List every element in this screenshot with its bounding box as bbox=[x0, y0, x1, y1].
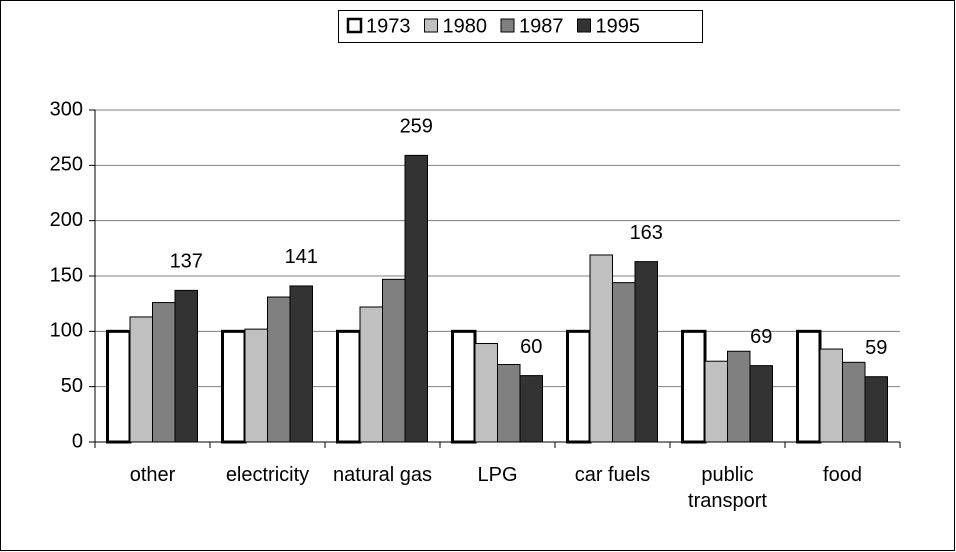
bar bbox=[519, 375, 543, 443]
value-label: 141 bbox=[285, 246, 318, 268]
bar bbox=[152, 302, 176, 443]
bar bbox=[727, 350, 751, 443]
x-tick-label: electricity bbox=[225, 464, 310, 486]
x-tick-label: food bbox=[823, 464, 862, 486]
bar bbox=[842, 361, 866, 443]
y-tick-label: 100 bbox=[50, 320, 83, 342]
legend-box bbox=[338, 10, 703, 43]
bar bbox=[174, 289, 198, 443]
value-label: 137 bbox=[170, 251, 203, 273]
bar bbox=[451, 329, 477, 444]
bar bbox=[289, 285, 313, 443]
bar bbox=[382, 278, 406, 443]
y-tick-label: 0 bbox=[72, 430, 83, 452]
bar bbox=[681, 329, 707, 444]
bar bbox=[704, 360, 728, 443]
bar bbox=[612, 282, 636, 443]
bar bbox=[589, 254, 613, 443]
legend-label: 1980 bbox=[443, 15, 488, 37]
y-tick-label: 300 bbox=[50, 98, 83, 120]
bar bbox=[106, 329, 132, 444]
bar bbox=[796, 329, 822, 444]
value-label: 163 bbox=[630, 222, 663, 244]
x-tick-label: other bbox=[129, 464, 176, 486]
bar bbox=[864, 376, 888, 443]
x-tick-label: public transport bbox=[688, 464, 767, 512]
bar bbox=[474, 343, 498, 443]
legend-swatch bbox=[577, 18, 591, 33]
bar bbox=[267, 296, 291, 443]
bar bbox=[404, 154, 428, 443]
value-label: 60 bbox=[520, 336, 542, 358]
y-tick-label: 200 bbox=[50, 209, 83, 231]
bar bbox=[129, 316, 153, 443]
legend-label: 1995 bbox=[596, 15, 641, 37]
bar bbox=[497, 364, 521, 443]
bar bbox=[749, 365, 773, 443]
y-tick-label: 50 bbox=[61, 375, 83, 397]
y-tick-label: 250 bbox=[50, 154, 83, 176]
bar bbox=[819, 348, 843, 443]
bar bbox=[634, 261, 658, 443]
bar bbox=[566, 329, 592, 444]
bar bbox=[244, 328, 268, 443]
value-label: 59 bbox=[865, 337, 887, 359]
legend-label: 1973 bbox=[366, 15, 411, 37]
legend-label: 1987 bbox=[519, 15, 564, 37]
bar bbox=[336, 329, 362, 444]
value-label: 69 bbox=[750, 326, 772, 348]
x-tick-label: LPG bbox=[477, 464, 518, 486]
value-label: 259 bbox=[400, 116, 433, 138]
legend-swatch bbox=[346, 17, 363, 34]
y-tick-label: 150 bbox=[50, 264, 83, 286]
legend-swatch bbox=[424, 18, 438, 33]
x-tick-label: car fuels bbox=[574, 464, 651, 486]
bar bbox=[359, 306, 383, 443]
x-tick-label: natural gas bbox=[333, 464, 432, 486]
legend-swatch bbox=[500, 18, 515, 33]
bar bbox=[221, 329, 247, 444]
